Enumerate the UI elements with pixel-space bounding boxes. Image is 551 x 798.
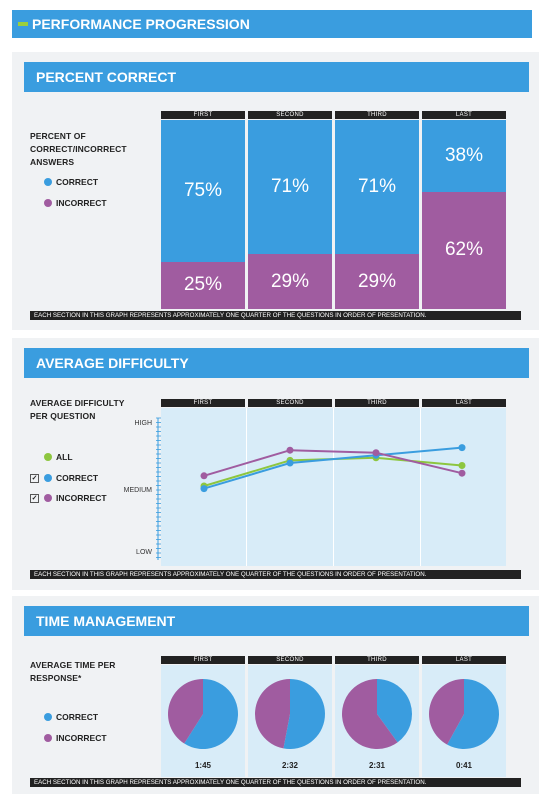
correct-dot-icon — [44, 474, 52, 482]
legend-correct: CORRECT — [44, 176, 98, 188]
percent-footnote: EACH SECTION IN THIS GRAPH REPRESENTS AP… — [30, 311, 521, 320]
difficulty-col-head-second: SECOND — [248, 399, 332, 407]
difficulty-col-head-first: FIRST — [161, 399, 245, 407]
correct-bar-second: 71% — [248, 120, 332, 255]
legend-incorrect: INCORRECT — [44, 732, 107, 744]
legend-incorrect-toggle[interactable]: ✓ INCORRECT — [30, 492, 107, 504]
check-icon[interactable]: ✓ — [30, 473, 39, 483]
difficulty-col-head-third: THIRD — [335, 399, 419, 407]
time-label-line: RESPONSE* — [30, 673, 82, 683]
time-col-head-second: SECOND — [248, 656, 332, 664]
time-col-head-first: FIRST — [161, 656, 245, 664]
incorrect-dot-icon — [44, 199, 52, 207]
difficulty-label-line: AVERAGE DIFFICULTY — [30, 398, 125, 408]
percent-col-head-last: LAST — [422, 111, 506, 119]
legend-correct-label: CORRECT — [56, 473, 99, 483]
time-axis-label: AVERAGE TIME PER RESPONSE* — [30, 659, 116, 685]
percent-axis-label: PERCENT OF CORRECT/INCORRECT ANSWERS — [30, 130, 127, 169]
legend-incorrect-label: INCORRECT — [56, 493, 107, 503]
incorrect-bar-last: 62% — [422, 191, 506, 309]
correct-bar-third: 71% — [335, 120, 419, 255]
correct-dot-icon — [44, 713, 52, 721]
percent-label-line: PERCENT OF — [30, 131, 86, 141]
check-icon[interactable]: ✓ — [30, 493, 39, 503]
incorrect-dot-icon — [44, 494, 52, 502]
difficulty-label-line: PER QUESTION — [30, 411, 96, 421]
legend-incorrect-label: INCORRECT — [56, 198, 107, 208]
difficulty-header: AVERAGE DIFFICULTY — [24, 348, 529, 378]
time-label-line: AVERAGE TIME PER — [30, 660, 116, 670]
time-label-last: 0:41 — [455, 761, 472, 770]
legend-correct-label: CORRECT — [56, 177, 99, 187]
percent-col-head-third: THIRD — [335, 111, 419, 119]
time-header: TIME MANAGEMENT — [24, 606, 529, 636]
page-title-bar: PERFORMANCE PROGRESSION — [12, 10, 532, 38]
incorrect-bar-second: 29% — [248, 254, 332, 309]
incorrect-bar-first: 25% — [161, 261, 245, 309]
incorrect-bar-third: 29% — [335, 254, 419, 309]
difficulty-col-head-last: LAST — [422, 399, 506, 407]
time-label-second: 2:32 — [281, 761, 298, 770]
legend-correct: CORRECT — [44, 711, 98, 723]
time-col-head-third: THIRD — [335, 656, 419, 664]
legend-incorrect: INCORRECT — [44, 197, 107, 209]
legend-correct-label: CORRECT — [56, 712, 99, 722]
difficulty-axis-label: AVERAGE DIFFICULTY PER QUESTION — [30, 397, 125, 423]
incorrect-dot-icon — [44, 734, 52, 742]
time-col-head-last: LAST — [422, 656, 506, 664]
percent-col-head-first: FIRST — [161, 111, 245, 119]
legend-incorrect-label: INCORRECT — [56, 733, 107, 743]
percent-col-head-second: SECOND — [248, 111, 332, 119]
percent-label-line: CORRECT/INCORRECT — [30, 144, 127, 154]
percent-correct-header: PERCENT CORRECT — [24, 62, 529, 92]
time-label-first: 1:45 — [194, 761, 211, 770]
legend-correct-toggle[interactable]: ✓ CORRECT — [30, 472, 98, 484]
correct-bar-first: 75% — [161, 120, 245, 262]
legend-all-label: ALL — [56, 452, 73, 462]
page-title: PERFORMANCE PROGRESSION — [32, 16, 250, 32]
correct-bar-last: 38% — [422, 120, 506, 192]
accent-mark — [18, 22, 28, 26]
percent-label-line: ANSWERS — [30, 157, 75, 167]
time-footnote: EACH SECTION IN THIS GRAPH REPRESENTS AP… — [30, 778, 521, 787]
correct-dot-icon — [44, 178, 52, 186]
difficulty-footnote: EACH SECTION IN THIS GRAPH REPRESENTS AP… — [30, 570, 521, 579]
time-label-third: 2:31 — [368, 761, 385, 770]
difficulty-panel: AVERAGE DIFFICULTY — [12, 338, 539, 590]
all-dot-icon — [44, 453, 52, 461]
legend-all: ALL — [44, 451, 73, 463]
